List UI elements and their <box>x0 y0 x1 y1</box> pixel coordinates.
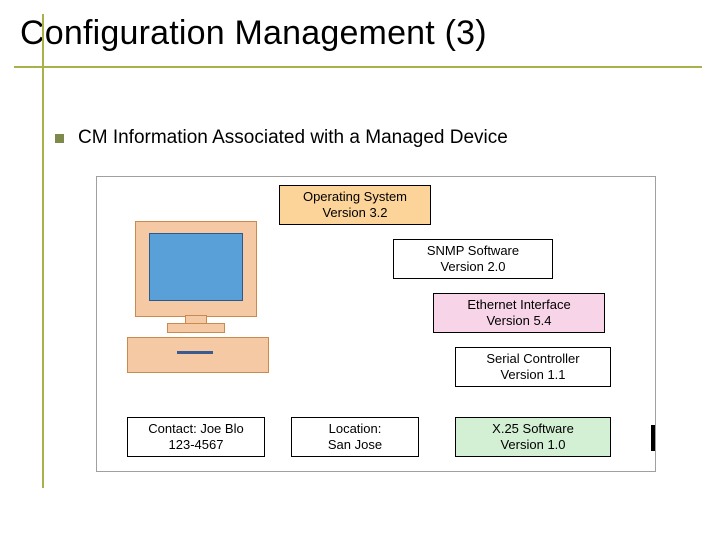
computer-slot-icon <box>177 351 213 354</box>
box-contact-line1: Contact: Joe Blo <box>132 421 260 437</box>
box-ethernet: Ethernet Interface Version 5.4 <box>433 293 605 333</box>
diagram-frame: Operating System Version 3.2 SNMP Softwa… <box>96 176 656 472</box>
box-serial-line1: Serial Controller <box>460 351 606 367</box>
box-location-line2: San Jose <box>296 437 414 453</box>
box-contact: Contact: Joe Blo 123-4567 <box>127 417 265 457</box>
box-os-line1: Operating System <box>284 189 426 205</box>
left-accent-line <box>42 14 44 488</box>
computer-base-icon <box>167 323 225 333</box>
page-title: Configuration Management (3) <box>20 14 487 53</box>
box-os: Operating System Version 3.2 <box>279 185 431 225</box>
box-x25-line1: X.25 Software <box>460 421 606 437</box>
box-eth-line2: Version 5.4 <box>438 313 600 329</box>
box-serial: Serial Controller Version 1.1 <box>455 347 611 387</box>
box-snmp-line2: Version 2.0 <box>398 259 548 275</box>
computer-cpu-icon <box>127 337 269 373</box>
computer-screen-icon <box>149 233 243 301</box>
box-x25: X.25 Software Version 1.0 <box>455 417 611 457</box>
bullet-icon <box>55 134 64 143</box>
bullet-text: CM Information Associated with a Managed… <box>78 127 508 149</box>
box-contact-line2: 123-4567 <box>132 437 260 453</box>
edge-mark-icon <box>651 425 655 451</box>
box-location: Location: San Jose <box>291 417 419 457</box>
box-serial-line2: Version 1.1 <box>460 367 606 383</box>
box-snmp-line1: SNMP Software <box>398 243 548 259</box>
box-x25-line2: Version 1.0 <box>460 437 606 453</box>
box-snmp: SNMP Software Version 2.0 <box>393 239 553 279</box>
box-location-line1: Location: <box>296 421 414 437</box>
box-eth-line1: Ethernet Interface <box>438 297 600 313</box>
title-underline <box>14 66 702 68</box>
box-os-line2: Version 3.2 <box>284 205 426 221</box>
slide: Configuration Management (3) CM Informat… <box>0 0 720 540</box>
